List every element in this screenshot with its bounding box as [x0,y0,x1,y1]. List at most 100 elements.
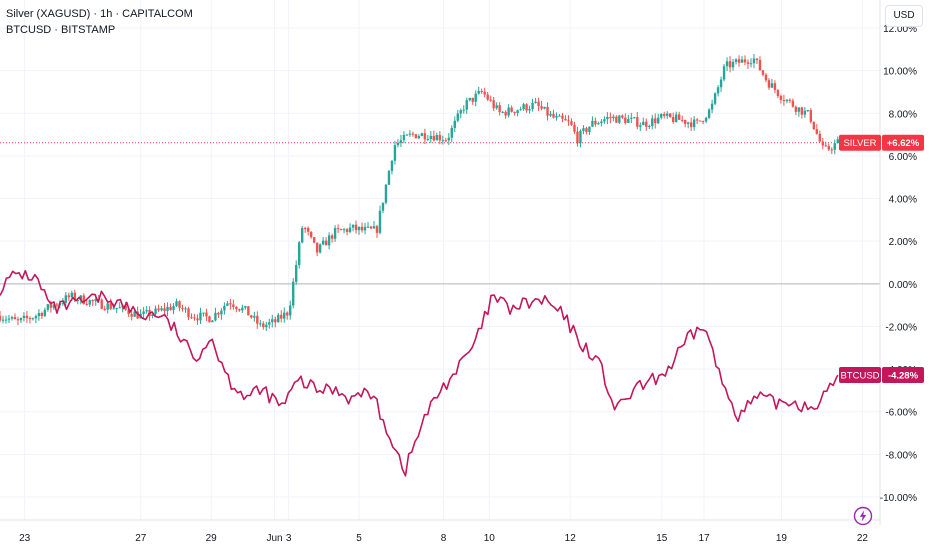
silver-candle [91,300,94,302]
silver-candle [698,120,702,122]
silver-candle [298,242,301,266]
silver-candle [531,102,534,109]
silver-candle [672,117,675,122]
silver-candle [199,312,202,321]
btcusd-badge-value: -4.28% [888,371,919,382]
silver-candle [447,137,450,141]
silver-candle [274,319,277,323]
silver-candle [498,105,501,113]
silver-candle [564,118,567,121]
silver-candle [489,99,492,101]
silver-candle [208,316,211,323]
silver-candle [399,140,403,143]
silver-candle [250,315,253,318]
silver-candle [271,319,274,323]
silver-candle [791,100,795,107]
silver-candle [621,115,624,118]
x-axis-labels[interactable]: 23 27 29 Jun 3 5 8 10 12 15 17 19 22 [19,533,868,544]
silver-candle [549,113,552,116]
silver-candle [157,308,160,311]
silver-candle [115,307,118,309]
silver-candle [414,134,418,139]
silver-candle [76,300,79,302]
silver-badge-value-box [882,134,924,151]
silver-candle [728,61,732,68]
silver-candle [354,224,358,231]
y-tick-label: -10.00% [880,493,917,504]
silver-candle [579,130,582,144]
silver-candle [722,66,726,80]
x-tick-label: 17 [698,533,710,544]
silver-candle [794,106,798,112]
silver-candle [256,315,259,324]
silver-candle [127,309,130,315]
silver-candle [734,59,738,62]
silver-candle [483,91,486,95]
silver-candle [495,105,498,109]
btcusd-badge-value-box [882,367,924,384]
flash-icon[interactable] [853,506,873,526]
btc-line-layer [0,269,839,477]
silver-candle [824,145,827,147]
currency-button[interactable]: USD [885,5,923,27]
silver-candle [13,317,17,320]
silver-candle [800,107,804,115]
silver-candle [776,89,780,96]
x-tick-label: 29 [206,533,218,544]
x-tick-label: 27 [135,533,147,544]
silver-candle [567,120,570,122]
silver-candle [815,129,819,134]
silver-candle [88,300,91,305]
silver-candle [606,116,609,120]
silver-candle [683,119,687,124]
y-axis-labels[interactable]: 12.00% 10.00% 8.00% 6.00% 4.00% 2.00% 0.00% -2.… [880,24,917,504]
silver-candle [642,121,645,126]
silver-candle [226,303,229,306]
silver-candle [552,113,555,118]
silver-candle [462,109,465,111]
silver-candle [166,306,169,312]
silver-badge-name-box [839,134,881,151]
silver-candle [178,301,181,308]
silver-candle [597,123,600,125]
silver-candle [591,120,594,127]
silver-candle [31,318,35,320]
silver-candle [821,141,824,146]
silver-candle [501,111,504,113]
silver-candle [70,292,74,298]
silver-candles [0,53,839,331]
btcusd-badge-name: BTCUSD [840,371,879,382]
silver-candle [513,111,516,114]
silver-candle [429,135,433,139]
silver-candle [674,114,678,122]
legend-silver[interactable]: Silver (XAGUSD) · 1h · CAPITALCOM [6,8,193,20]
silver-candle [677,114,681,120]
silver-candle [558,115,561,117]
y-tick-label: 4.00% [889,195,917,206]
silver-candle [136,311,139,319]
silver-candle [582,128,585,131]
y-tick-label: 0.00% [889,280,917,291]
silver-candle [205,312,208,317]
silver-candle [372,226,376,229]
silver-candle [369,226,373,229]
silver-candle [707,109,711,118]
silver-candle [184,308,187,310]
silver-candle [345,229,349,232]
silver-candle [378,210,382,233]
silver-candle [636,117,639,127]
silver-candle [336,228,340,230]
silver-candle [292,281,295,306]
silver-candle [259,323,262,325]
silver-candle [743,59,747,63]
x-tick-label: 23 [19,533,31,544]
legend-btcusd[interactable]: BTCUSD · BITSTAMP [6,24,116,36]
silver-candle [306,228,310,232]
silver-candle [175,301,178,307]
silver-candle [716,87,720,94]
silver-candle [761,70,765,75]
silver-candle [812,121,816,130]
silver-candle [420,133,424,136]
silver-candle [755,58,759,60]
